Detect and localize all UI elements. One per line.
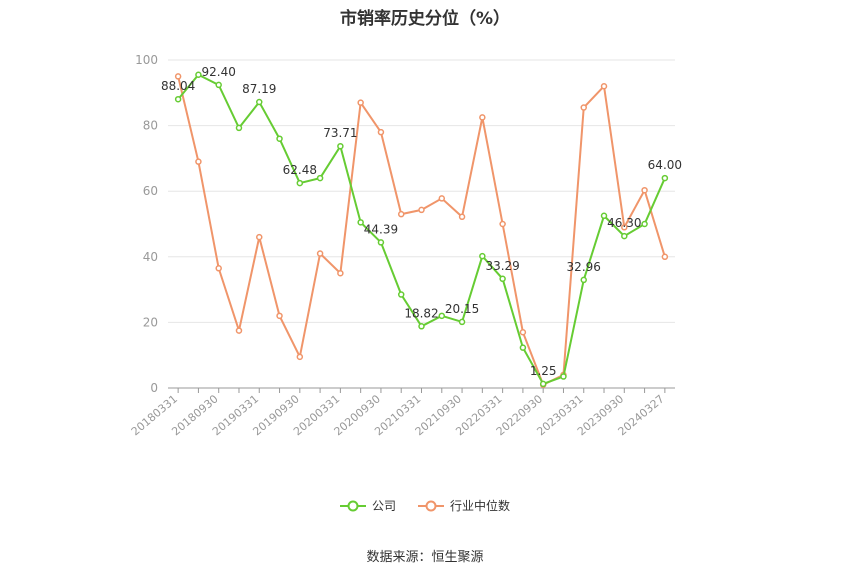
- point-company[interactable]: [479, 252, 486, 260]
- point-industry-median[interactable]: [397, 210, 405, 218]
- point-industry-median[interactable]: [256, 233, 263, 241]
- point-industry-median[interactable]: [337, 269, 344, 277]
- data-source: 数据来源：恒生聚源: [366, 550, 484, 565]
- y-tick-label: 0: [150, 381, 158, 395]
- point-company[interactable]: [621, 232, 628, 240]
- point-industry-median[interactable]: [195, 158, 202, 165]
- data-label: 73.71: [323, 126, 357, 140]
- data-label: 1.25: [530, 364, 557, 378]
- point-industry-median[interactable]: [438, 195, 446, 202]
- point-industry-median[interactable]: [276, 312, 283, 320]
- point-company[interactable]: [641, 220, 648, 228]
- point-industry-median[interactable]: [296, 353, 304, 361]
- point-company[interactable]: [600, 212, 608, 220]
- point-industry-median[interactable]: [215, 265, 222, 272]
- series-line-industry-median: [177, 76, 666, 387]
- point-company[interactable]: [174, 95, 182, 103]
- y-tick-label: 40: [143, 250, 158, 264]
- point-industry-median[interactable]: [235, 327, 243, 334]
- point-company[interactable]: [235, 124, 243, 132]
- point-company[interactable]: [560, 373, 567, 380]
- point-company[interactable]: [337, 142, 344, 150]
- point-company[interactable]: [316, 174, 324, 182]
- point-company[interactable]: [458, 318, 466, 326]
- point-industry-median[interactable]: [621, 224, 628, 231]
- y-tick-label: 80: [143, 119, 158, 133]
- data-label: 33.29: [485, 259, 519, 273]
- data-label: 92.40: [202, 65, 236, 79]
- data-label: 44.39: [364, 222, 398, 236]
- legend-item-industry-median[interactable]: 行业中位数: [418, 497, 510, 514]
- series-lines: [174, 71, 669, 388]
- data-label: 64.00: [648, 158, 682, 172]
- point-industry-median[interactable]: [479, 114, 486, 121]
- point-industry-median[interactable]: [377, 128, 385, 136]
- grid-lines: [168, 59, 675, 323]
- data-labels: 88.04 92.40 87.19 62.48 73.71 44.39 18.82 20.15…: [161, 65, 682, 378]
- point-industry-median[interactable]: [418, 206, 425, 214]
- point-industry-median[interactable]: [316, 250, 324, 257]
- point-industry-median[interactable]: [661, 253, 669, 261]
- legend-marker-company: [339, 500, 366, 511]
- point-company[interactable]: [296, 179, 304, 187]
- series-line-company: [177, 73, 666, 386]
- data-label: 46.30: [607, 216, 641, 230]
- point-company[interactable]: [438, 312, 446, 320]
- point-company[interactable]: [276, 135, 283, 142]
- point-industry-median[interactable]: [357, 99, 364, 106]
- y-tick-label: 20: [143, 315, 158, 329]
- data-label: 62.48: [283, 163, 317, 177]
- legend-item-company[interactable]: 公司: [339, 497, 396, 514]
- point-company[interactable]: [195, 71, 202, 79]
- data-label: 88.04: [161, 79, 195, 93]
- point-company[interactable]: [256, 98, 263, 106]
- point-industry-median[interactable]: [458, 213, 466, 221]
- legend: 公司 行业中位数: [0, 497, 850, 514]
- legend-marker-industry-median: [418, 500, 444, 511]
- legend-label-company: 公司: [371, 499, 396, 513]
- point-company[interactable]: [357, 219, 364, 226]
- data-label: 20.15: [445, 302, 479, 316]
- y-tick-label: 100: [135, 53, 158, 67]
- point-company[interactable]: [397, 291, 405, 298]
- point-company[interactable]: [215, 81, 222, 89]
- point-company[interactable]: [519, 344, 527, 351]
- point-industry-median[interactable]: [519, 328, 527, 336]
- point-industry-median[interactable]: [600, 82, 608, 90]
- point-industry-median[interactable]: [580, 104, 587, 111]
- point-industry-median[interactable]: [641, 186, 648, 194]
- point-company[interactable]: [377, 239, 385, 246]
- data-label: 32.96: [567, 260, 601, 274]
- point-industry-median[interactable]: [499, 220, 506, 228]
- y-tick-label: 60: [143, 184, 158, 198]
- point-company[interactable]: [499, 275, 506, 283]
- chart-title: 市销率历史分位（%）: [339, 9, 511, 29]
- point-company[interactable]: [539, 380, 547, 388]
- axes: 0204060801002018033120180930201903312019…: [129, 53, 675, 438]
- point-company[interactable]: [661, 174, 669, 182]
- data-label: 18.82: [404, 306, 438, 320]
- legend-label-industry-median: 行业中位数: [450, 499, 511, 513]
- point-industry-median[interactable]: [174, 73, 182, 80]
- point-company[interactable]: [580, 276, 587, 284]
- data-label: 87.19: [242, 82, 276, 96]
- point-company[interactable]: [418, 323, 425, 330]
